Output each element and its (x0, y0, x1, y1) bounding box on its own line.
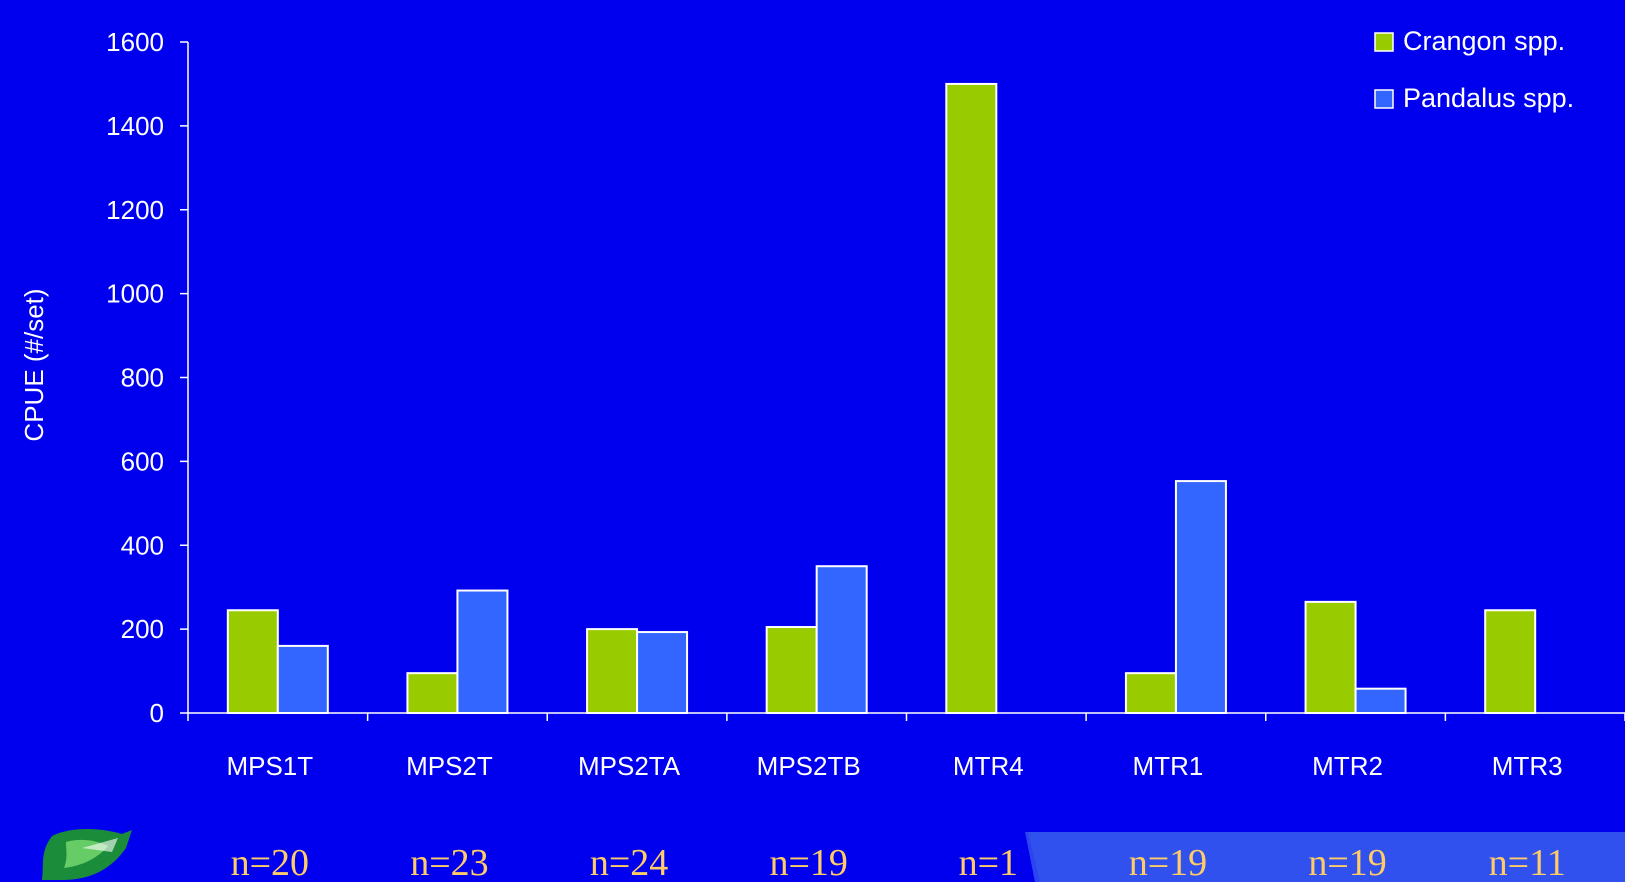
x-tick-label: MPS1T (226, 751, 313, 781)
legend-swatch-crangon (1374, 32, 1394, 52)
x-tick-label: MTR3 (1492, 751, 1563, 781)
legend-label-crangon: Crangon spp. (1403, 26, 1565, 56)
bar-pandalus-mps2t (456, 589, 509, 714)
axes (180, 41, 1625, 721)
bar-pandalus-mtr1 (1174, 480, 1227, 714)
y-tick-label: 400 (121, 530, 164, 560)
x-tick-label: MPS2TA (578, 751, 681, 781)
x-tick-label: MPS2TB (757, 751, 861, 781)
sample-size-label: n=1 (959, 842, 1018, 882)
bar-crangon-mps1t (226, 609, 279, 714)
bar-crangon-mtr1 (1124, 672, 1177, 714)
x-tick-label: MTR1 (1133, 751, 1204, 781)
bar-crangon-mps2t (406, 672, 459, 714)
sample-size-label: n=19 (769, 842, 847, 882)
legend-label-pandalus: Pandalus spp. (1403, 83, 1574, 113)
bar-pandalus-mps2tb (815, 565, 868, 714)
bar-crangon-mtr3 (1484, 609, 1537, 714)
y-tick-labels: 0 200 400 600 800 1000 1200 1400 1600 (106, 27, 164, 728)
bar-crangon-mtr4 (945, 82, 998, 714)
y-tick-label: 1200 (106, 195, 164, 225)
bar-crangon-mps2ta (586, 628, 639, 714)
y-tick-label: 1600 (106, 27, 164, 57)
bars (226, 82, 1537, 715)
sample-size-label: n=11 (1489, 842, 1566, 882)
x-tick-label: MPS2T (406, 751, 493, 781)
bar-pandalus-mps1t (276, 644, 329, 715)
sample-size-label: n=23 (410, 842, 488, 882)
bar-pandalus-mps2ta (636, 631, 689, 714)
y-tick-label: 1400 (106, 111, 164, 141)
fish-logo-icon (42, 829, 132, 880)
y-tick-label: 600 (121, 446, 164, 476)
sample-size-label: n=19 (1308, 842, 1386, 882)
sample-size-labels: n=20 n=23 n=24 n=19 n=1 n=19 n=19 n=11 (231, 842, 1566, 882)
bar-pandalus-mtr2 (1354, 687, 1407, 715)
bottom-band-light (1028, 832, 1625, 882)
legend: Crangon spp. Pandalus spp. (1374, 26, 1574, 113)
y-axis-label: CPUE (#/set) (19, 288, 49, 441)
sample-size-label: n=24 (590, 842, 668, 882)
legend-swatch-pandalus (1374, 89, 1394, 109)
bar-crangon-mtr2 (1304, 600, 1357, 714)
x-tick-label: MTR2 (1312, 751, 1383, 781)
sample-size-label: n=19 (1129, 842, 1207, 882)
y-tick-label: 800 (121, 363, 164, 393)
x-tick-labels: MPS1T MPS2T MPS2TA MPS2TB MTR4 MTR1 MTR2 MTR3 (226, 751, 1562, 781)
y-tick-label: 0 (150, 698, 164, 728)
y-tick-label: 200 (121, 614, 164, 644)
x-tick-label: MTR4 (953, 751, 1024, 781)
bar-crangon-mps2tb (765, 626, 818, 715)
sample-size-label: n=20 (231, 842, 309, 882)
y-tick-label: 1000 (106, 279, 164, 309)
